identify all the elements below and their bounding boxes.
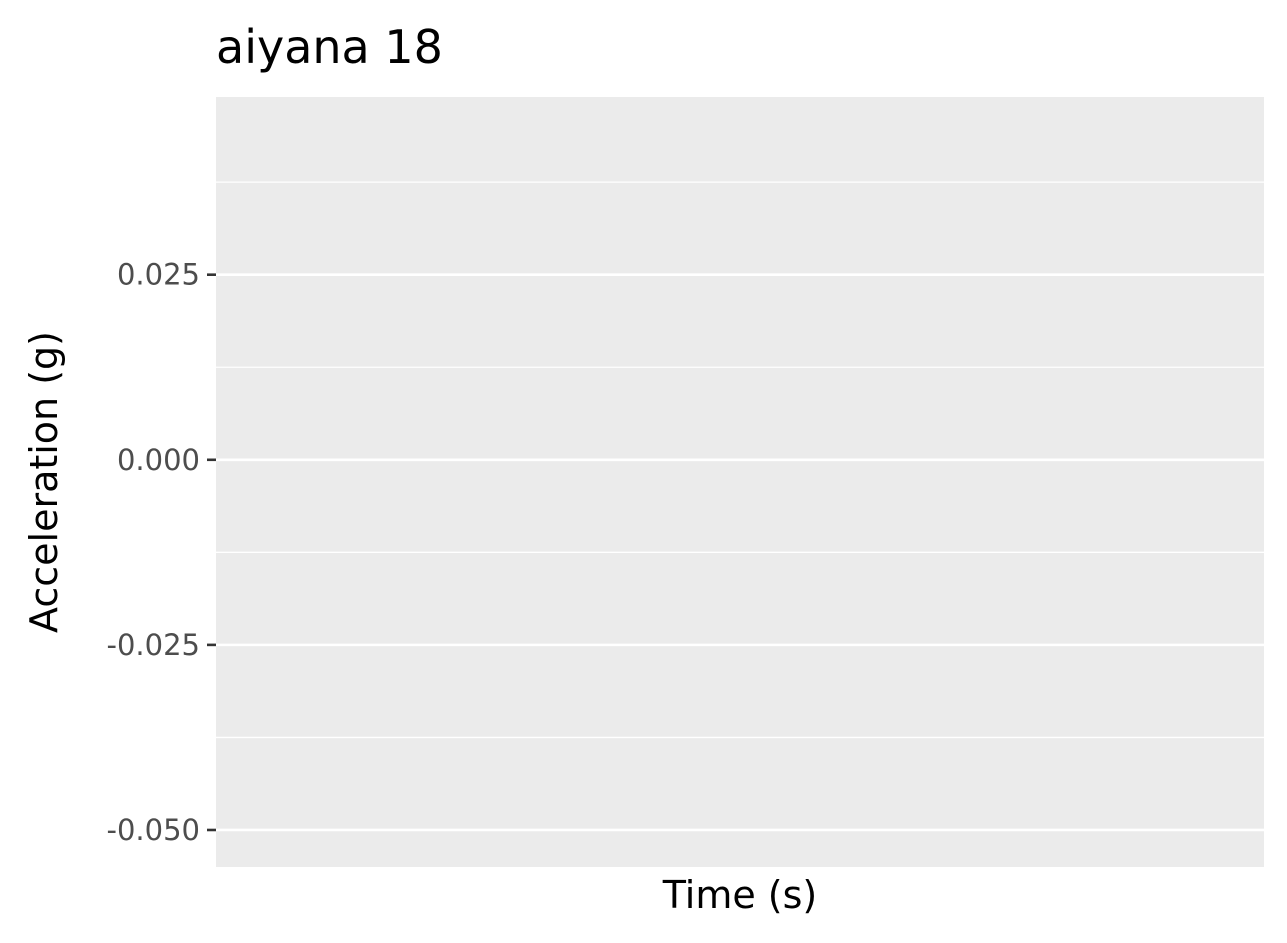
y-tick-label-0: -0.050 [107, 813, 201, 847]
y-axis-ticks [207, 273, 216, 832]
y-tick-label-1: -0.025 [107, 628, 201, 662]
plot-panel [216, 97, 1264, 867]
y-axis-tick-labels: -0.050 -0.025 0.000 0.025 [107, 258, 201, 847]
y-tick-label-3: 0.025 [117, 258, 200, 292]
y-axis-title: Acceleration (g) [22, 331, 66, 633]
x-axis-title: Time (s) [662, 873, 818, 917]
chart-title: aiyana 18 [216, 20, 443, 74]
minor-gridlines [216, 181, 1264, 739]
major-gridlines [216, 273, 1264, 832]
y-tick-label-2: 0.000 [117, 443, 200, 477]
